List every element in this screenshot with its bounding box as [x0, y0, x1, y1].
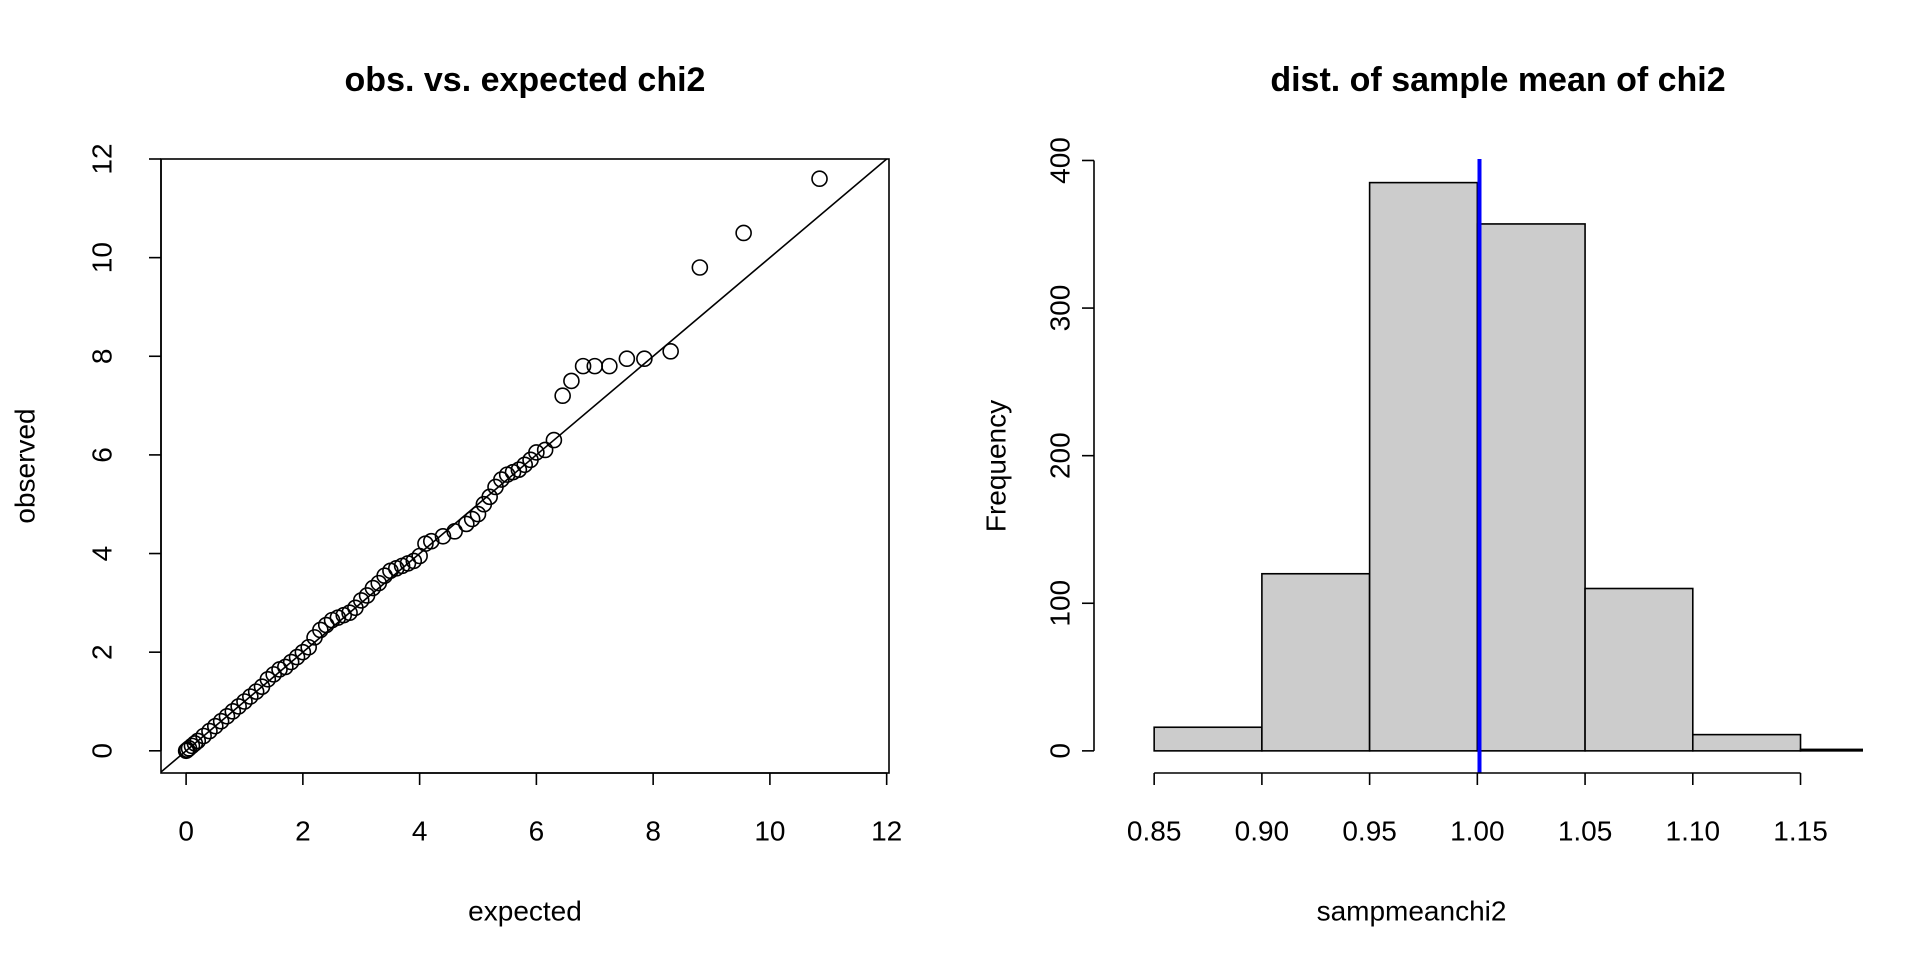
point	[288, 648, 306, 666]
y-tick-label: 100	[1044, 580, 1075, 627]
point	[493, 471, 510, 488]
point	[563, 372, 580, 390]
point	[662, 343, 679, 360]
x-tick-label: 6	[529, 815, 545, 846]
point	[422, 532, 440, 550]
chart-title: dist. of sample mean of chi2	[1270, 61, 1725, 99]
point	[446, 523, 463, 540]
point	[218, 707, 236, 725]
point	[224, 703, 242, 720]
point	[312, 621, 329, 639]
point	[510, 461, 528, 478]
point	[636, 350, 653, 368]
point	[195, 727, 212, 745]
point	[405, 552, 423, 570]
y-tick-label: 10	[86, 242, 117, 273]
point	[528, 444, 545, 461]
x-tick-label: 8	[645, 815, 661, 846]
point	[282, 653, 300, 671]
x-tick-label: 4	[412, 815, 428, 846]
point	[277, 658, 294, 676]
point	[247, 683, 265, 700]
point	[300, 638, 318, 656]
point	[586, 357, 604, 375]
y-tick-label: 4	[86, 546, 117, 562]
point	[364, 579, 382, 597]
y-axis-label: Frequency	[980, 400, 1011, 532]
bar	[1476, 223, 1586, 752]
x-tick-label: 0.85	[1127, 815, 1182, 846]
point	[811, 170, 828, 188]
point	[545, 431, 563, 449]
x-axis-label: sampmeanchi2	[1317, 895, 1507, 926]
bar	[1799, 748, 1863, 752]
y-tick-label: 200	[1044, 432, 1075, 479]
x-tick-label: 2	[295, 815, 311, 846]
point	[376, 567, 393, 585]
x-tick-label: 0.95	[1342, 815, 1397, 846]
plot-area	[161, 159, 888, 773]
x-tick-label: 0.90	[1235, 815, 1290, 846]
y-tick-label: 12	[86, 143, 117, 174]
point	[317, 616, 335, 634]
point	[183, 737, 201, 755]
x-axis-label: expected	[468, 895, 582, 926]
point	[265, 666, 282, 683]
point	[458, 515, 475, 533]
y-tick-label: 300	[1044, 285, 1075, 332]
point	[242, 688, 259, 705]
point	[601, 357, 618, 375]
x-tick-label: 0	[178, 815, 194, 846]
plot-area	[1153, 159, 1863, 773]
y-tick-label: 0	[1044, 743, 1075, 759]
point	[212, 712, 230, 730]
point	[236, 693, 253, 710]
y-axis-label: observed	[9, 408, 40, 523]
y-tick-label: 2	[86, 644, 117, 660]
point	[469, 505, 487, 523]
bar	[1261, 572, 1371, 752]
x-tick-label: 1.05	[1558, 815, 1613, 846]
x-tick-label: 10	[754, 815, 785, 846]
x-tick-label: 1.00	[1450, 815, 1505, 846]
point	[206, 717, 224, 735]
y-tick-label: 400	[1044, 137, 1075, 184]
x-tick-label: 1.15	[1773, 815, 1828, 846]
point	[691, 259, 709, 276]
chart-title: obs. vs. expected chi2	[345, 61, 706, 99]
y-tick-label: 6	[86, 447, 117, 463]
y-tick-label: 8	[86, 348, 117, 364]
point	[574, 357, 592, 375]
point	[516, 456, 534, 474]
point	[735, 224, 752, 242]
point	[341, 604, 358, 622]
point	[189, 732, 207, 750]
point	[294, 643, 312, 661]
x-tick-label: 1.10	[1666, 815, 1721, 846]
x-tick-label: 12	[871, 815, 902, 846]
point	[536, 441, 554, 459]
point	[434, 527, 452, 545]
point	[618, 350, 636, 368]
point	[259, 670, 277, 688]
point	[230, 698, 247, 715]
point	[352, 592, 370, 609]
bar	[1368, 181, 1479, 752]
point	[463, 510, 481, 528]
bar	[1153, 726, 1263, 752]
point	[481, 488, 498, 506]
bar	[1691, 733, 1802, 752]
point	[554, 387, 571, 405]
y-tick-label: 0	[86, 743, 117, 759]
point	[201, 722, 218, 740]
bar	[1584, 587, 1694, 752]
